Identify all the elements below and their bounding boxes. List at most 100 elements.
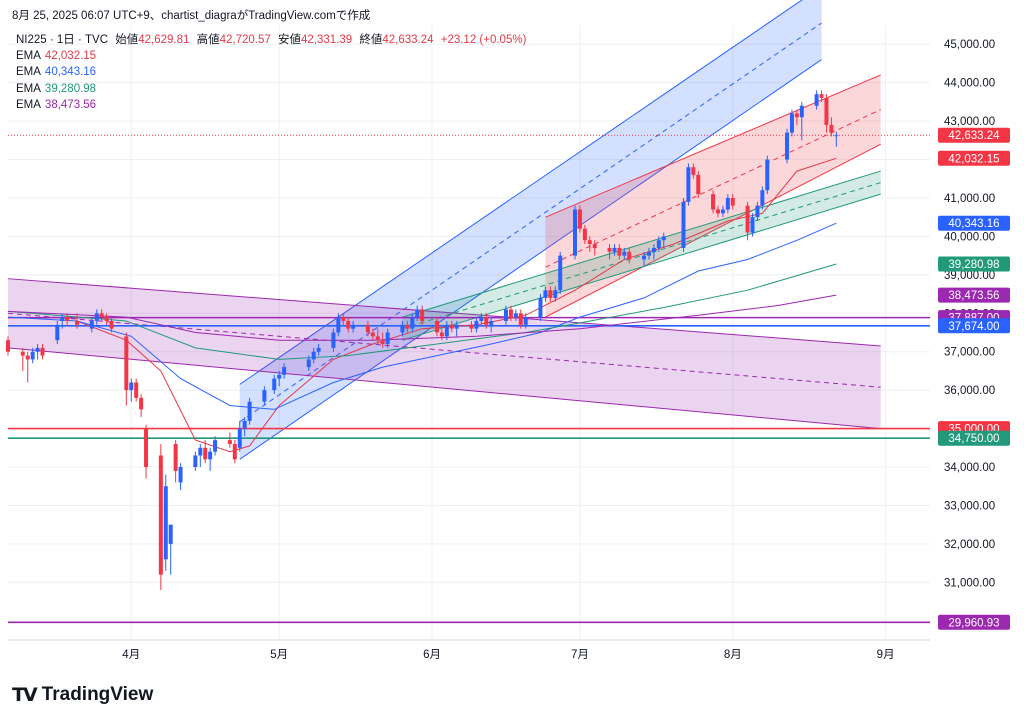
candle-body bbox=[410, 317, 415, 329]
candle-body bbox=[592, 244, 597, 248]
candle-body bbox=[799, 105, 804, 118]
candle-body bbox=[518, 313, 523, 325]
candle-body bbox=[819, 94, 824, 99]
candle-body bbox=[30, 351, 35, 360]
ema-line bbox=[7, 263, 837, 360]
candle-body bbox=[237, 428, 242, 448]
low-value: 42,331.39 bbox=[300, 34, 353, 46]
candle-body bbox=[163, 486, 168, 560]
hline-price-tag: 29,960.93 bbox=[948, 617, 999, 629]
close-value: 42,633.24 bbox=[382, 34, 434, 46]
candle-body bbox=[272, 378, 277, 391]
candle-body bbox=[380, 340, 385, 345]
hline-price-tag-bg bbox=[938, 430, 1010, 446]
high-value: 42,720.57 bbox=[219, 34, 271, 46]
candle-body bbox=[405, 324, 410, 329]
candle-body bbox=[331, 332, 336, 348]
ema-price-tag-bg bbox=[938, 150, 1010, 166]
candle-body bbox=[247, 401, 252, 421]
ema-lines bbox=[7, 157, 837, 453]
candle-body bbox=[134, 382, 139, 398]
y-tick-label: 39,000.00 bbox=[944, 270, 995, 282]
candle-body bbox=[25, 355, 30, 360]
change-value: +23.12 (+0.05%) bbox=[440, 34, 527, 46]
channel-top-purple bbox=[7, 278, 881, 347]
candle-body bbox=[351, 324, 356, 329]
candle-body bbox=[20, 351, 25, 356]
ema-label: EMA bbox=[16, 66, 41, 79]
y-tick-label: 33,000.00 bbox=[944, 500, 995, 512]
candle-body bbox=[794, 113, 799, 118]
ema-price-tag-bg bbox=[938, 287, 1010, 303]
candle-body bbox=[454, 324, 459, 329]
candle-body bbox=[656, 240, 661, 248]
candle-body bbox=[730, 197, 735, 206]
candle-body bbox=[725, 197, 730, 210]
channel-fill-blue bbox=[239, 0, 822, 460]
candle-body bbox=[715, 209, 720, 214]
candle-body bbox=[646, 251, 651, 256]
candle-body bbox=[686, 167, 691, 202]
hline-price-tag-bg bbox=[938, 614, 1010, 630]
candles bbox=[6, 90, 839, 591]
candle-body bbox=[109, 320, 114, 329]
high-label: 高値 bbox=[196, 34, 220, 46]
tradingview-brand[interactable]: TV TradingView bbox=[12, 684, 153, 706]
candle-body bbox=[55, 324, 60, 341]
candle-body bbox=[469, 324, 474, 329]
candle-body bbox=[400, 324, 405, 333]
candle-body bbox=[538, 297, 543, 318]
candle-body bbox=[94, 313, 99, 321]
y-tick-label: 37,000.00 bbox=[944, 347, 995, 359]
candle-body bbox=[35, 347, 40, 352]
candle-body bbox=[765, 159, 770, 191]
candle-body bbox=[124, 336, 129, 391]
candle-body bbox=[548, 290, 553, 298]
last-price-tag-bg bbox=[938, 127, 1010, 143]
ema-row-2[interactable]: EMA 40,343.16 bbox=[16, 64, 530, 80]
candle-body bbox=[242, 420, 247, 429]
candle-body bbox=[814, 94, 819, 106]
candle-body bbox=[144, 428, 149, 468]
candle-body bbox=[745, 205, 750, 233]
candle-body bbox=[65, 317, 70, 321]
candle-body bbox=[513, 313, 518, 318]
ema-row-3[interactable]: EMA 39,280.98 bbox=[16, 81, 530, 97]
open-value: 42,629.81 bbox=[138, 34, 190, 46]
tradingview-logo-icon: TV bbox=[12, 684, 38, 706]
candle-body bbox=[558, 255, 563, 291]
ema-label: EMA bbox=[16, 50, 41, 63]
candle-body bbox=[420, 309, 425, 321]
candle-body bbox=[651, 247, 656, 252]
ema-value: 38,473.56 bbox=[44, 98, 97, 111]
ema-row-1[interactable]: EMA 42,032.15 bbox=[16, 48, 530, 64]
symbol-label[interactable]: NI225 · 1日 · TVC bbox=[16, 34, 109, 46]
candle-body bbox=[449, 324, 454, 329]
ema-row-4[interactable]: EMA 38,473.56 bbox=[16, 97, 530, 113]
ema-price-tag: 40,343.16 bbox=[948, 218, 999, 230]
candle-body bbox=[173, 443, 178, 471]
candle-body bbox=[484, 317, 489, 325]
brand-name: TradingView bbox=[41, 684, 154, 705]
y-tick-label: 41,000.00 bbox=[944, 193, 995, 205]
y-tick-label: 43,000.00 bbox=[944, 116, 995, 128]
candle-body bbox=[178, 467, 183, 483]
ema-line bbox=[7, 294, 837, 341]
y-tick-label: 40,000.00 bbox=[944, 231, 995, 243]
candle-body bbox=[755, 205, 760, 218]
candle-body bbox=[227, 440, 232, 444]
ema-price-tag: 42,032.15 bbox=[948, 153, 999, 165]
channel-bottom-red bbox=[545, 143, 881, 318]
candle-body bbox=[573, 209, 578, 256]
x-tick-label: 8月 bbox=[724, 649, 742, 661]
ohlc-row: NI225 · 1日 · TVC 始値42,629.81 高値42,720.57… bbox=[16, 32, 530, 48]
candle-body bbox=[375, 336, 380, 341]
candle-body bbox=[474, 320, 479, 329]
channel-bottom-purple bbox=[7, 347, 881, 430]
candle-body bbox=[834, 135, 839, 137]
channel-bottom-blue bbox=[239, 59, 822, 460]
candle-body bbox=[824, 98, 829, 125]
hline-price-tag: 34,750.00 bbox=[948, 433, 999, 445]
ema-label: EMA bbox=[16, 82, 41, 95]
